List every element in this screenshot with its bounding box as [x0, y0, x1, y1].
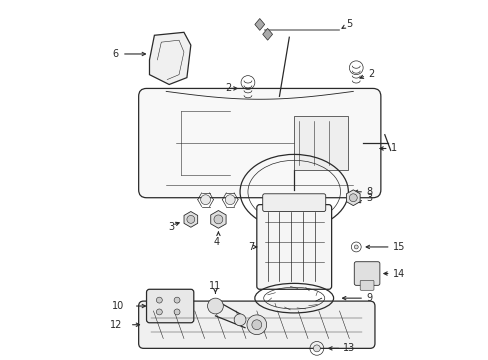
Bar	[294, 116, 347, 170]
FancyBboxPatch shape	[360, 280, 373, 290]
Text: 7: 7	[247, 242, 254, 252]
Polygon shape	[254, 18, 264, 30]
Text: 15: 15	[392, 242, 404, 252]
Circle shape	[186, 215, 194, 223]
Circle shape	[174, 297, 180, 303]
Text: 8: 8	[366, 187, 371, 197]
Text: 11: 11	[209, 281, 221, 291]
Circle shape	[251, 320, 261, 330]
Text: 2: 2	[367, 69, 373, 79]
Circle shape	[246, 315, 266, 334]
Circle shape	[313, 345, 320, 352]
Circle shape	[200, 195, 210, 204]
Text: 14: 14	[392, 269, 404, 279]
Text: 2: 2	[225, 84, 231, 94]
Circle shape	[234, 314, 245, 326]
Circle shape	[225, 195, 235, 204]
Text: 1: 1	[390, 144, 396, 153]
Circle shape	[353, 245, 358, 249]
FancyBboxPatch shape	[256, 204, 331, 289]
FancyBboxPatch shape	[146, 289, 193, 323]
Text: 10: 10	[112, 301, 124, 311]
Text: 6: 6	[112, 49, 118, 59]
Text: 13: 13	[343, 343, 355, 354]
FancyBboxPatch shape	[139, 301, 374, 348]
FancyBboxPatch shape	[262, 194, 325, 212]
Circle shape	[207, 298, 223, 314]
Text: 3: 3	[168, 222, 174, 232]
Circle shape	[156, 309, 162, 315]
Polygon shape	[183, 212, 197, 227]
Text: 5: 5	[346, 19, 352, 30]
Text: 9: 9	[366, 293, 371, 303]
Polygon shape	[262, 28, 272, 40]
Text: 12: 12	[110, 320, 122, 330]
FancyBboxPatch shape	[353, 262, 379, 285]
Polygon shape	[149, 32, 190, 85]
Circle shape	[214, 215, 223, 224]
Polygon shape	[346, 190, 359, 206]
Text: 4: 4	[213, 237, 219, 247]
Circle shape	[156, 297, 162, 303]
Circle shape	[348, 194, 357, 202]
Circle shape	[174, 309, 180, 315]
FancyBboxPatch shape	[139, 89, 380, 198]
Text: 3: 3	[366, 193, 371, 203]
Polygon shape	[210, 211, 225, 228]
